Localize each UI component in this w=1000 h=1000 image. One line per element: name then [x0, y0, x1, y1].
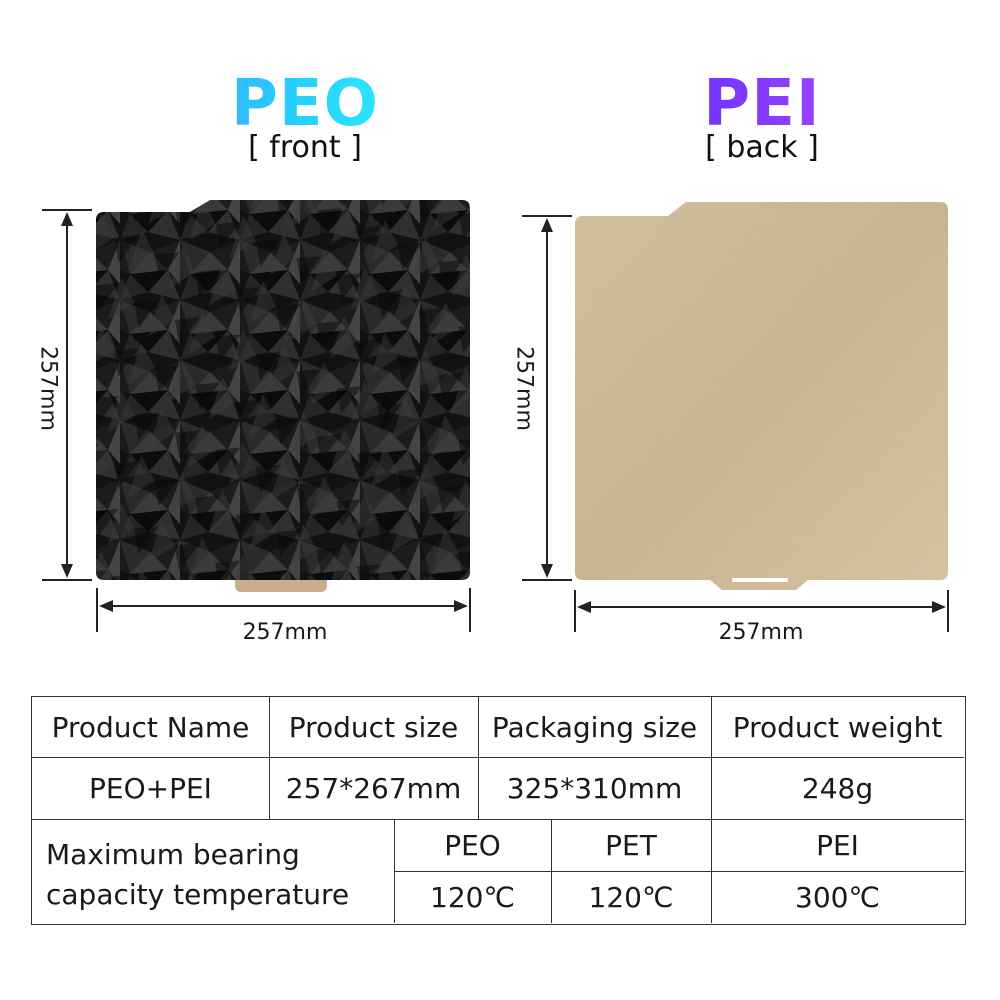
temp-pei: 300℃ — [795, 880, 880, 914]
material-pei: PEI — [816, 828, 859, 862]
value-product-weight: 248g — [801, 771, 874, 805]
peo-height-dimension — [42, 209, 92, 581]
pei-height-label: 257mm — [511, 346, 537, 431]
pei-width-label: 257mm — [718, 620, 804, 645]
temp-pet: 120℃ — [588, 880, 674, 914]
peo-width-dimension — [96, 588, 471, 632]
pei-width-dimension — [574, 590, 949, 632]
peo-plate-figure — [42, 200, 949, 632]
front-subtitle: [ front ] — [248, 130, 362, 165]
peo-height-label: 257mm — [35, 346, 61, 431]
bearing-temperature-label: Maximum bearing capacity temperature — [32, 819, 394, 923]
header-product-size: Product size — [288, 710, 459, 744]
peo-title: PEO — [175, 72, 435, 136]
peo-plate — [96, 200, 470, 592]
header-product-name: Product Name — [51, 710, 250, 744]
bearing-label-line1: Maximum bearing — [46, 838, 300, 871]
peo-width-label: 257mm — [242, 620, 328, 645]
value-product-name: PEO+PEI — [89, 771, 212, 805]
back-subtitle: [ back ] — [705, 130, 819, 165]
material-pet: PET — [605, 828, 657, 862]
bearing-label-line2: capacity temperature — [46, 878, 350, 911]
material-peo: PEO — [444, 828, 501, 862]
pei-plate — [575, 202, 948, 590]
header-product-weight: Product weight — [732, 710, 943, 744]
temp-peo: 120℃ — [430, 880, 515, 914]
value-packaging-size: 325*310mm — [506, 771, 683, 805]
value-product-size: 257*267mm — [285, 771, 462, 805]
specs-table: Product Name Product size Packaging size… — [31, 696, 966, 925]
pei-height-dimension — [522, 215, 572, 581]
header-packaging-size: Packaging size — [491, 710, 698, 744]
pei-title: PEI — [632, 72, 892, 136]
